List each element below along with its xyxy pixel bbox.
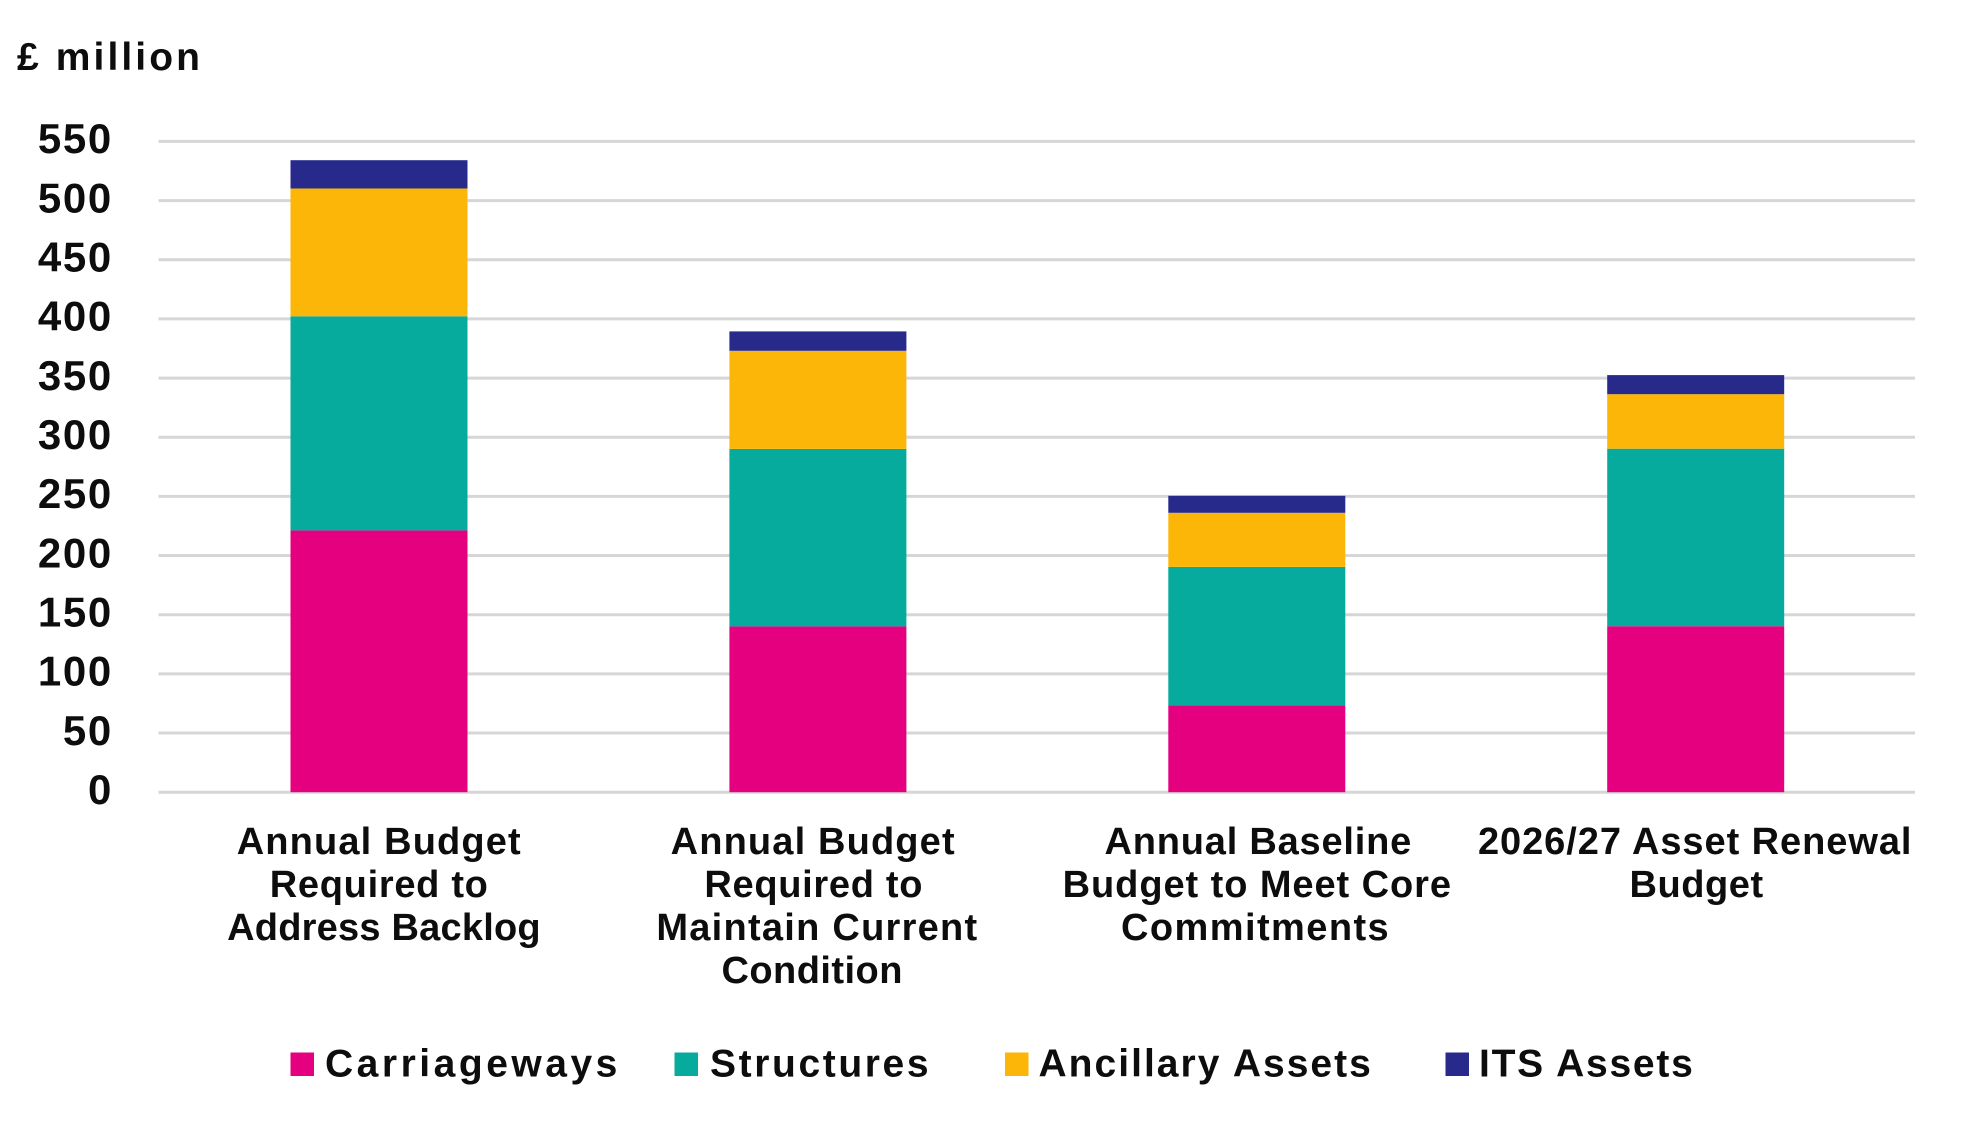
svg-text:450: 450 bbox=[38, 233, 113, 280]
svg-text:250: 250 bbox=[38, 470, 113, 517]
svg-text:Commitments: Commitments bbox=[1121, 907, 1390, 949]
svg-text:400: 400 bbox=[38, 293, 113, 340]
svg-text:100: 100 bbox=[38, 648, 113, 695]
svg-text:500: 500 bbox=[38, 174, 113, 221]
svg-text:Carriageways: Carriageways bbox=[325, 1042, 621, 1085]
svg-text:Required to: Required to bbox=[270, 864, 489, 906]
svg-text:550: 550 bbox=[38, 115, 113, 162]
svg-text:Annual Budget: Annual Budget bbox=[237, 821, 522, 863]
svg-text:Annual Budget: Annual Budget bbox=[671, 821, 956, 863]
svg-text:Required to: Required to bbox=[704, 864, 923, 906]
svg-text:350: 350 bbox=[38, 352, 113, 399]
svg-text:Structures: Structures bbox=[710, 1042, 931, 1085]
svg-text:150: 150 bbox=[38, 588, 113, 635]
svg-text:Annual Baseline: Annual Baseline bbox=[1105, 821, 1412, 863]
svg-text:50: 50 bbox=[63, 707, 113, 754]
svg-text:Address Backlog: Address Backlog bbox=[227, 907, 541, 949]
svg-text:Budget to Meet Core: Budget to Meet Core bbox=[1063, 864, 1452, 906]
svg-text:200: 200 bbox=[38, 529, 113, 576]
svg-text:£ million: £ million bbox=[17, 36, 203, 79]
svg-text:Ancillary Assets: Ancillary Assets bbox=[1039, 1042, 1373, 1085]
svg-text:ITS Assets: ITS Assets bbox=[1479, 1042, 1695, 1085]
svg-text:Condition: Condition bbox=[721, 950, 902, 992]
svg-text:2026/27 Asset Renewal: 2026/27 Asset Renewal bbox=[1478, 821, 1912, 863]
svg-text:Maintain Current: Maintain Current bbox=[656, 907, 978, 949]
svg-text:300: 300 bbox=[38, 411, 113, 458]
svg-text:Budget: Budget bbox=[1629, 864, 1763, 906]
svg-text:0: 0 bbox=[88, 766, 113, 813]
